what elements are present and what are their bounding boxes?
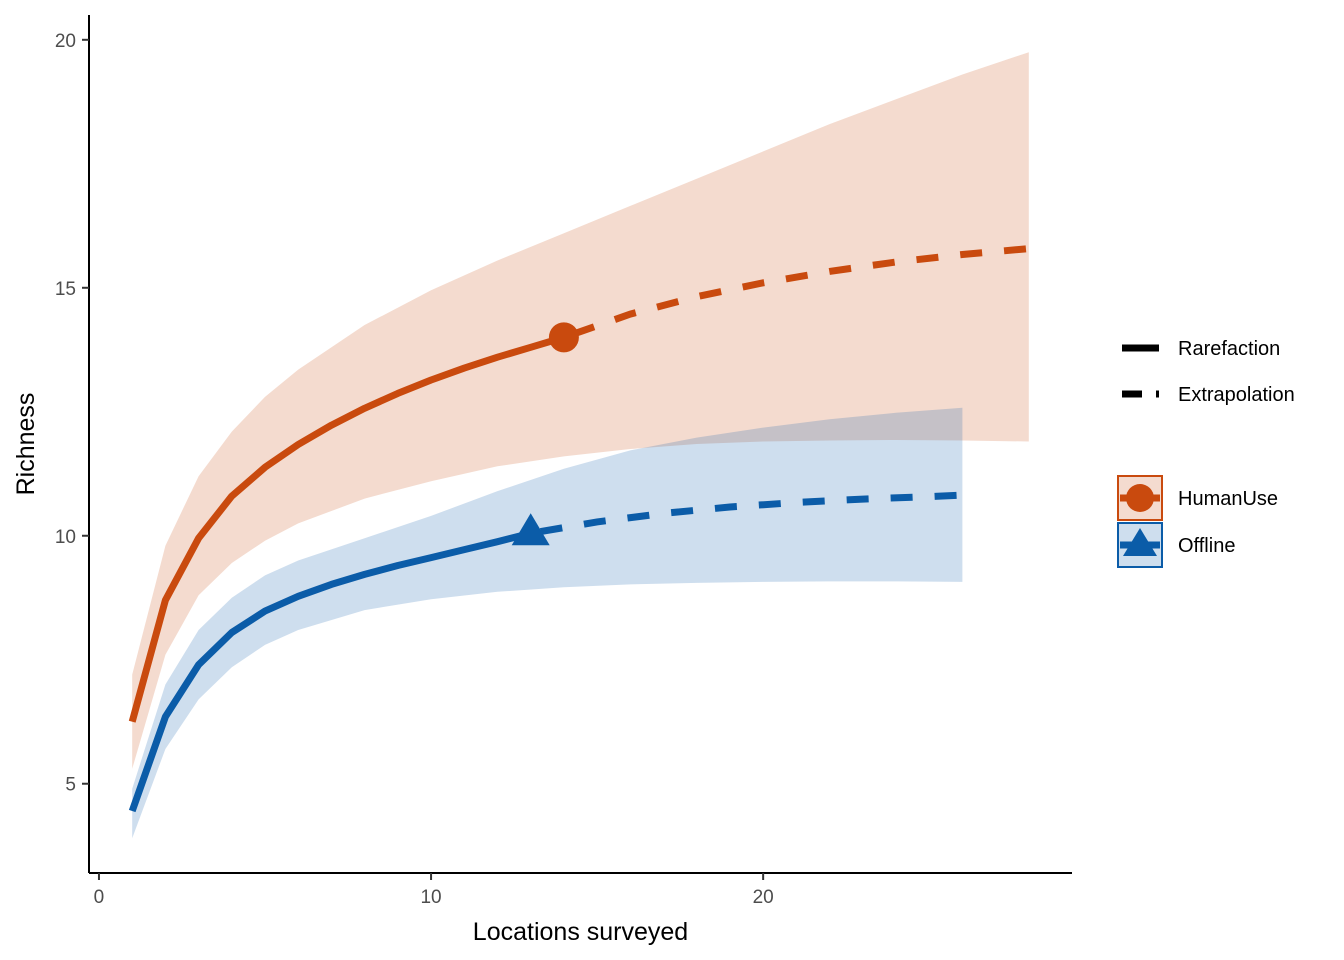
y-tick-label: 20	[55, 31, 76, 52]
legend: Rarefaction Extrapolation HumanUse Offline	[1117, 338, 1295, 568]
legend-item-humanuse: HumanUse	[1117, 475, 1278, 521]
legend-item-offline: Offline	[1117, 522, 1235, 568]
y-tick-label: 15	[55, 279, 76, 300]
x-tick-label: 0	[94, 887, 105, 908]
legend-label: Extrapolation	[1178, 384, 1295, 406]
observed-point-humanuse	[548, 322, 579, 353]
plot-area	[128, 52, 1030, 839]
legend-label: HumanUse	[1178, 488, 1278, 510]
x-tick-label: 10	[420, 887, 441, 908]
legend-key-marker	[1126, 484, 1154, 512]
y-tick-label: 5	[65, 775, 76, 796]
rarefaction-line-humanuse	[128, 334, 565, 723]
extrapolation-line-humanuse	[562, 245, 1030, 341]
legend-item-extrapolation: Extrapolation	[1122, 384, 1295, 406]
x-axis-title: Locations surveyed	[473, 918, 688, 946]
x-tick-label: 20	[753, 887, 774, 908]
axes: 0 10 20 5 10 15 20	[55, 15, 1072, 908]
extrapolation-line-offline	[530, 491, 963, 537]
y-tick-label: 10	[55, 527, 76, 548]
ci-band-offline	[132, 407, 963, 839]
legend-key-marker	[1123, 528, 1157, 556]
legend-label: Offline	[1178, 535, 1235, 557]
legend-item-rarefaction: Rarefaction	[1122, 338, 1280, 360]
observed-point-offline	[511, 513, 550, 546]
ci-band-humanuse	[132, 52, 1029, 769]
rarefaction-line-offline	[128, 529, 532, 813]
y-axis-title: Richness	[12, 393, 40, 496]
legend-label: Rarefaction	[1178, 338, 1280, 360]
